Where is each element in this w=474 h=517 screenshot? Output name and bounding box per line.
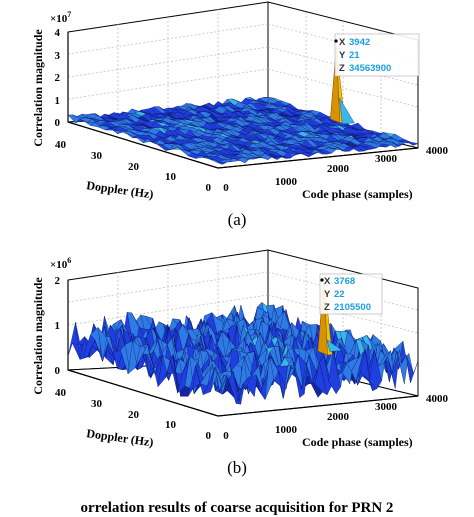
code-phase-tick-label: 3000 — [375, 153, 398, 165]
z-tick-label: 2 — [55, 275, 61, 287]
datatip-x-value: 3942 — [349, 37, 370, 48]
doppler-tick-label: 20 — [128, 161, 140, 173]
datatip-y-label: Y — [339, 50, 346, 61]
z-axis-label: Correlation magnitude — [31, 29, 45, 147]
doppler-tick-label: 30 — [91, 398, 103, 410]
datatip-y-value: 21 — [349, 50, 360, 61]
datatip-x-value: 3768 — [334, 276, 355, 287]
doppler-tick-label: 40 — [55, 387, 67, 399]
doppler-tick-label: 20 — [128, 409, 140, 421]
code-phase-tick-label: 0 — [223, 430, 229, 442]
z-tick-label: 3 — [55, 50, 61, 62]
z-tick-label: 4 — [55, 27, 61, 39]
figure-caption: orrelation results of coarse acquisition… — [0, 500, 474, 517]
datatip-y-label: Y — [324, 289, 331, 300]
code-phase-axis-label: Code phase (samples) — [302, 187, 413, 201]
code-phase-tick-label: 4000 — [426, 393, 449, 405]
z-tick-label: 1 — [55, 95, 61, 107]
surface-plot-a[interactable]: 0 1 2 3 4 ×107 Correlation magnitude 40 … — [0, 0, 474, 205]
datatip-z-value: 2105500 — [334, 302, 371, 313]
panel-label-b: (b) — [0, 458, 474, 478]
code-phase-tick-label: 3000 — [375, 401, 398, 413]
doppler-tick-label: 0 — [206, 430, 212, 442]
doppler-axis-label: Doppler (Hz) — [86, 426, 155, 449]
doppler-tick-label: 30 — [91, 150, 103, 162]
doppler-tick-label: 10 — [165, 171, 177, 183]
panel-label-a: (a) — [0, 210, 474, 230]
z-tick-label: 0 — [55, 365, 61, 377]
code-phase-axis-label: Code phase (samples) — [302, 435, 413, 449]
code-phase-tick-label: 0 — [223, 182, 229, 194]
datatip-x-label: X — [339, 37, 346, 48]
z-tick-label: 1 — [55, 320, 61, 332]
z-tick-label: 2 — [55, 72, 61, 84]
code-phase-tick-label: 1000 — [275, 176, 298, 188]
code-phase-tick-label: 1000 — [275, 424, 298, 436]
datatip-marker — [334, 39, 337, 42]
z-axis-label: Correlation magnitude — [31, 277, 45, 395]
datatip-a[interactable]: X 3942 Y 21 Z 34563900 — [334, 34, 419, 76]
datatip-y-value: 22 — [334, 289, 345, 300]
doppler-tick-label: 40 — [55, 139, 67, 151]
datatip-z-label: Z — [339, 63, 345, 74]
panel-a: 0 1 2 3 4 ×107 Correlation magnitude 40 … — [0, 0, 474, 240]
datatip-z-label: Z — [324, 302, 330, 313]
z-multiplier: ×107 — [50, 10, 71, 25]
datatip-z-value: 34563900 — [349, 63, 391, 74]
code-phase-tick-label: 4000 — [426, 145, 449, 157]
z-tick-label: 0 — [55, 117, 61, 129]
doppler-tick-label: 10 — [165, 419, 177, 431]
datatip-b[interactable]: X 3768 Y 22 Z 2105500 — [320, 274, 382, 314]
datatip-x-label: X — [324, 276, 331, 287]
code-phase-tick-label: 2000 — [327, 411, 350, 423]
doppler-tick-label: 0 — [206, 182, 212, 194]
z-multiplier: ×106 — [50, 256, 71, 271]
panel-b: 0 1 2 ×106 Correlation magnitude 40 30 2… — [0, 248, 474, 488]
doppler-axis-label: Doppler (Hz) — [86, 178, 155, 201]
surface-plot-b[interactable]: 0 1 2 ×106 Correlation magnitude 40 30 2… — [0, 248, 474, 453]
code-phase-tick-label: 2000 — [327, 163, 350, 175]
